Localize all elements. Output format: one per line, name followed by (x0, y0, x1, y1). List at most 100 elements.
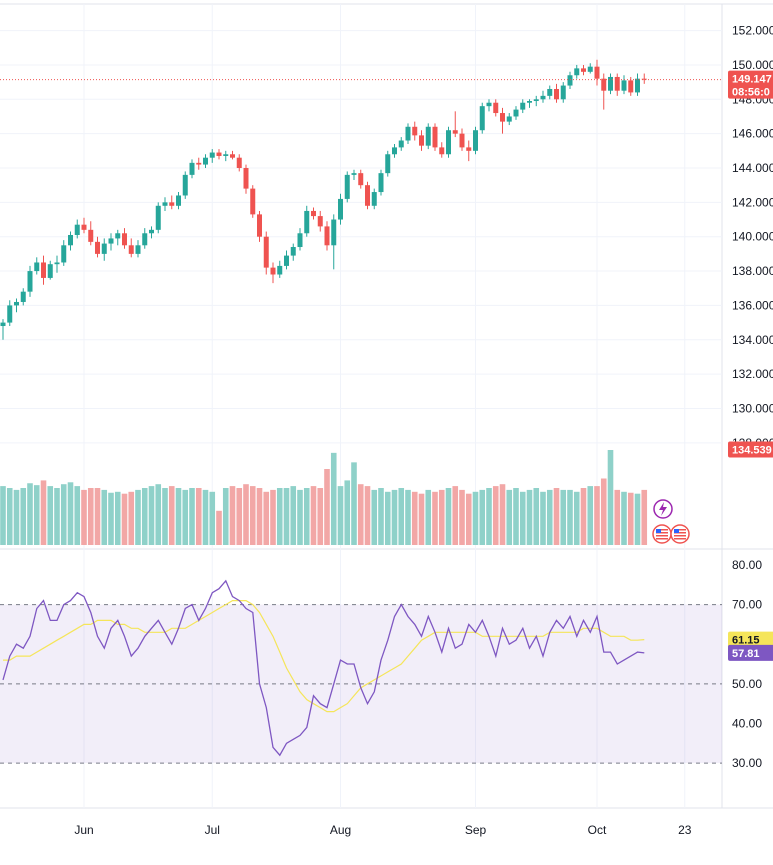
volume-bar (452, 486, 459, 545)
lightning-icon[interactable] (653, 499, 673, 519)
volume-bar (364, 486, 371, 545)
volume-badge-text: 134.539 (732, 445, 772, 457)
candle-body (81, 224, 87, 230)
candle-body (500, 113, 505, 122)
volume-bar (216, 510, 222, 545)
candle-body (236, 157, 242, 168)
volume-bar (47, 486, 54, 545)
volume-bar (148, 486, 155, 545)
rsi-ma-badge-bg (728, 631, 773, 648)
volume-bar (128, 491, 135, 545)
rsi-value-badge-bg (728, 644, 773, 661)
candle-body (223, 154, 229, 156)
candle-body (547, 88, 553, 96)
candle-body (398, 140, 404, 148)
us-flag-stripe (656, 529, 668, 531)
volume-bar (472, 491, 479, 545)
candle-body (155, 205, 161, 230)
volume-bar (202, 489, 209, 545)
volume-bar (256, 488, 263, 545)
candle-body (628, 80, 634, 93)
candle-body (135, 245, 141, 254)
volume-bar (195, 488, 202, 545)
volume-bar (378, 488, 384, 545)
candle-body (88, 229, 94, 242)
candle-body (554, 88, 559, 100)
volume-bar (243, 484, 249, 545)
candle-body (115, 233, 121, 239)
us-flag-stripe (656, 538, 668, 540)
candle-body (378, 173, 384, 193)
us-flag-stripe (674, 529, 686, 531)
price-tick-label: 130.000 (732, 401, 773, 415)
us-flag-icon[interactable] (652, 524, 672, 544)
price-tick-label: 134.000 (732, 333, 773, 347)
rsi-tick-label: 40.00 (732, 716, 762, 730)
volume-bar (182, 489, 189, 545)
volume-bar (580, 488, 587, 545)
volume-bar (317, 488, 324, 545)
rsi-ma-badge: 61.15 (728, 631, 773, 648)
candle-body (385, 154, 391, 174)
rsi-tick-label: 70.00 (732, 598, 762, 612)
volume-bar (398, 488, 405, 545)
time-tick-label: Sep (465, 823, 487, 837)
candle-body (324, 226, 330, 246)
volume-bar (492, 486, 499, 545)
candle-body (0, 322, 6, 327)
time-tick-label: Jun (74, 823, 93, 837)
us-flag-icon[interactable] (670, 524, 690, 544)
volume-bar (303, 488, 310, 545)
volume-bar (567, 489, 573, 545)
us-flag-stripe (674, 535, 686, 537)
volume-bar (324, 469, 330, 545)
candle-body (473, 130, 478, 151)
volume-bar (168, 486, 175, 545)
candle-body (365, 185, 370, 206)
rsi-tick-label: 50.00 (732, 677, 762, 691)
volume-bar (229, 486, 236, 545)
price-tick-label: 150.000 (732, 58, 773, 72)
volume-bar (87, 488, 94, 545)
volume-bar (67, 482, 74, 545)
us-flag-icon-circle (652, 524, 672, 544)
candle-body (122, 233, 127, 246)
candle-body (405, 126, 411, 141)
volume-badge: 134.539 (728, 441, 773, 458)
candle-body (635, 78, 640, 93)
candle-body (189, 162, 195, 175)
candle-body (162, 202, 168, 206)
volume-bar (175, 488, 182, 545)
volume-bar (135, 489, 141, 545)
candle-body (479, 106, 485, 131)
last-price-badge-bg (728, 70, 773, 99)
volume-bar (587, 486, 594, 545)
time-tick-label: Aug (330, 823, 351, 837)
price-tick-label: 146.000 (732, 127, 773, 141)
axis-ticks: 152.000150.000148.000146.000144.000142.0… (74, 24, 773, 837)
rsi-line (2, 579, 645, 757)
volume-bar (573, 491, 580, 545)
event-icons[interactable] (652, 499, 690, 544)
volume-bar (101, 489, 108, 545)
last-price-badge-text: 08:56:0 (732, 87, 770, 99)
rsi-tick-label: 80.00 (732, 558, 762, 572)
candle-body (34, 262, 40, 272)
volume-bars (0, 450, 648, 545)
volume-bar (432, 491, 438, 545)
candle-body (7, 305, 13, 323)
candle-body (74, 224, 80, 235)
volume-bar (189, 488, 195, 545)
volume-bar (425, 489, 432, 545)
volume-bar (594, 486, 600, 545)
price-tick-label: 140.000 (732, 230, 773, 244)
volume-bar (506, 489, 513, 545)
volume-bar (371, 489, 378, 545)
volume-bar (499, 484, 506, 545)
candle-body (311, 210, 316, 217)
candle-body (68, 234, 73, 246)
candle-body (149, 229, 154, 234)
